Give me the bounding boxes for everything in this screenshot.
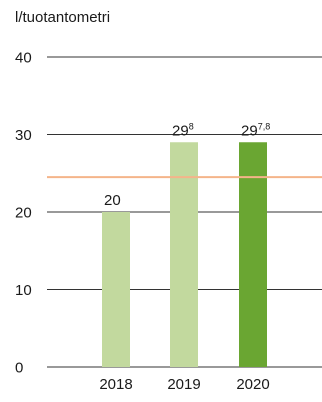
y-tick-label: 20 [15,205,32,222]
value-label-superscript: 7,8 [258,121,271,131]
y-axis-label: l/tuotantometri [15,9,110,26]
bar-2018 [102,212,130,367]
y-tick-label: 10 [15,282,32,299]
bar-2020 [239,142,267,367]
value-label-2018: 20 [104,192,121,209]
value-label-number: 20 [104,192,121,209]
y-tick-label: 40 [15,50,32,67]
x-tick-label: 2019 [167,376,200,393]
y-axis: 0 10 20 30 40 [15,50,322,377]
value-label-2019: 298 [172,121,194,139]
x-axis: 2018 2019 2020 [99,376,269,393]
value-label-number: 29 [241,122,258,139]
value-label-superscript: 8 [189,121,194,131]
value-label-number: 29 [172,122,189,139]
bar-2019 [170,142,198,367]
y-tick-label: 30 [15,127,32,144]
value-label-2020: 297,8 [241,121,270,139]
bars [102,142,267,367]
y-tick-label: 0 [15,360,23,377]
x-tick-label: 2018 [99,376,132,393]
x-tick-label: 2020 [236,376,269,393]
